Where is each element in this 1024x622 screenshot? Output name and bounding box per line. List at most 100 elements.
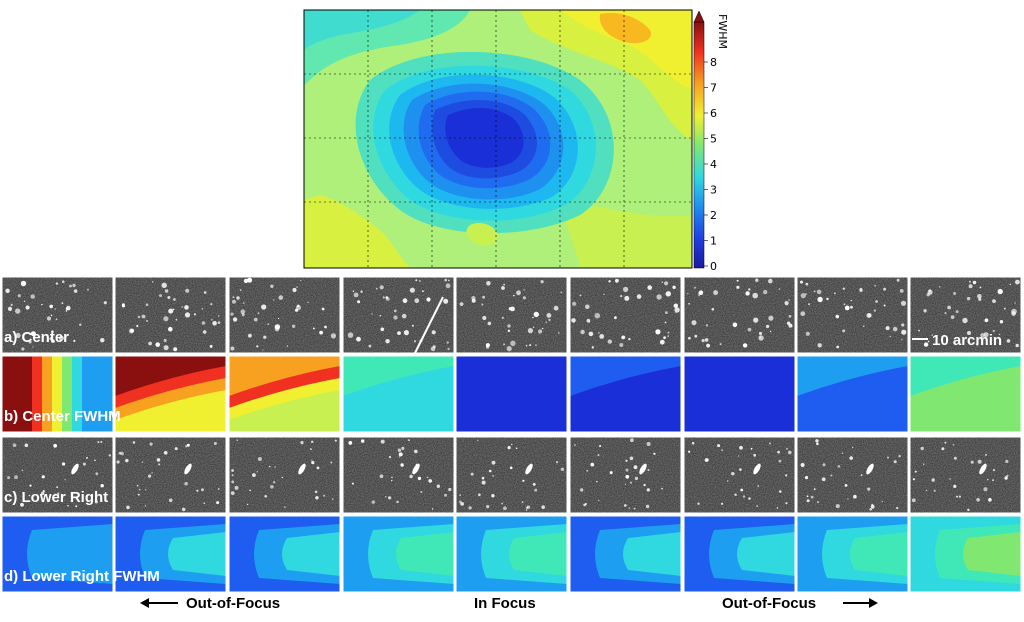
star	[535, 344, 537, 346]
star	[597, 454, 600, 457]
star	[623, 286, 629, 292]
star	[992, 299, 996, 303]
star	[470, 472, 474, 476]
star-field-thumbnail	[455, 436, 568, 514]
star	[243, 278, 249, 284]
focus-axis: Out-of-Focus In Focus Out-of-Focus	[140, 595, 878, 612]
star	[411, 324, 414, 327]
star	[30, 294, 35, 299]
bright-star	[71, 463, 79, 475]
star	[688, 302, 690, 305]
star	[972, 280, 977, 285]
star	[804, 476, 809, 480]
star	[485, 345, 490, 349]
star	[900, 300, 907, 306]
star	[899, 289, 904, 293]
star	[992, 479, 994, 481]
star	[491, 460, 496, 465]
star	[231, 469, 235, 472]
fwhm-map-thumbnail	[228, 355, 341, 433]
colorbar: 0 1 2 3 4 5 6 7 8 FWHM	[693, 10, 729, 273]
star	[184, 481, 188, 486]
star	[704, 338, 709, 342]
star	[388, 455, 392, 459]
star	[247, 277, 253, 283]
star	[874, 285, 876, 287]
star	[674, 307, 680, 313]
star	[323, 494, 326, 497]
star	[67, 505, 69, 507]
star	[817, 343, 822, 348]
star	[967, 508, 970, 512]
star	[29, 484, 32, 487]
star	[201, 488, 204, 492]
colorbar-tick-label: 2	[710, 209, 717, 222]
star	[636, 294, 642, 299]
star	[805, 282, 809, 286]
star	[947, 305, 951, 310]
star	[159, 294, 162, 298]
star	[75, 505, 78, 508]
row-label: b) Center FWHM	[4, 408, 121, 425]
star-field-thumbnail	[342, 276, 455, 354]
star	[599, 334, 605, 339]
star	[41, 303, 43, 306]
star	[168, 308, 174, 314]
star	[330, 333, 336, 339]
star	[740, 488, 744, 492]
star	[261, 304, 267, 310]
star	[842, 287, 845, 290]
bright-star	[866, 463, 874, 475]
star	[487, 321, 492, 326]
star	[705, 458, 709, 462]
star	[431, 508, 434, 510]
star	[842, 329, 846, 333]
star	[120, 451, 124, 456]
star	[267, 323, 270, 325]
star	[444, 278, 448, 282]
bright-star	[979, 463, 987, 475]
bright-star	[753, 463, 761, 475]
star	[953, 292, 957, 295]
star	[273, 481, 276, 484]
star-field-thumbnail	[796, 276, 909, 354]
star	[765, 324, 770, 329]
star	[885, 326, 890, 331]
star	[580, 488, 584, 492]
star	[49, 304, 53, 309]
star	[62, 462, 66, 466]
star	[488, 469, 492, 473]
star	[263, 335, 267, 339]
star	[625, 459, 628, 462]
star	[25, 305, 30, 310]
fwhm-map-thumbnail	[342, 355, 455, 433]
star	[752, 292, 758, 299]
star	[958, 495, 962, 498]
star	[353, 292, 359, 298]
colorbar-tick-label: 8	[710, 56, 717, 69]
star	[893, 460, 897, 464]
star	[61, 280, 65, 284]
star	[705, 324, 709, 327]
star	[664, 321, 667, 324]
star-field-thumbnail	[114, 436, 227, 514]
star	[755, 278, 759, 282]
star	[356, 336, 361, 342]
star	[734, 493, 737, 496]
star	[236, 439, 239, 442]
star	[949, 478, 951, 480]
star	[361, 439, 365, 443]
thumbnail-grid: a) Center b) Center FWHM c) Lower Right d) …	[1, 276, 1022, 593]
star	[553, 305, 559, 311]
star	[292, 287, 297, 293]
star	[757, 485, 759, 487]
star	[522, 479, 525, 482]
star	[523, 289, 525, 291]
star	[525, 344, 528, 347]
colorbar-tick-label: 0	[710, 260, 717, 273]
star	[156, 458, 161, 462]
star	[403, 330, 409, 336]
star-field-thumbnail	[909, 276, 1022, 354]
star	[409, 474, 413, 479]
